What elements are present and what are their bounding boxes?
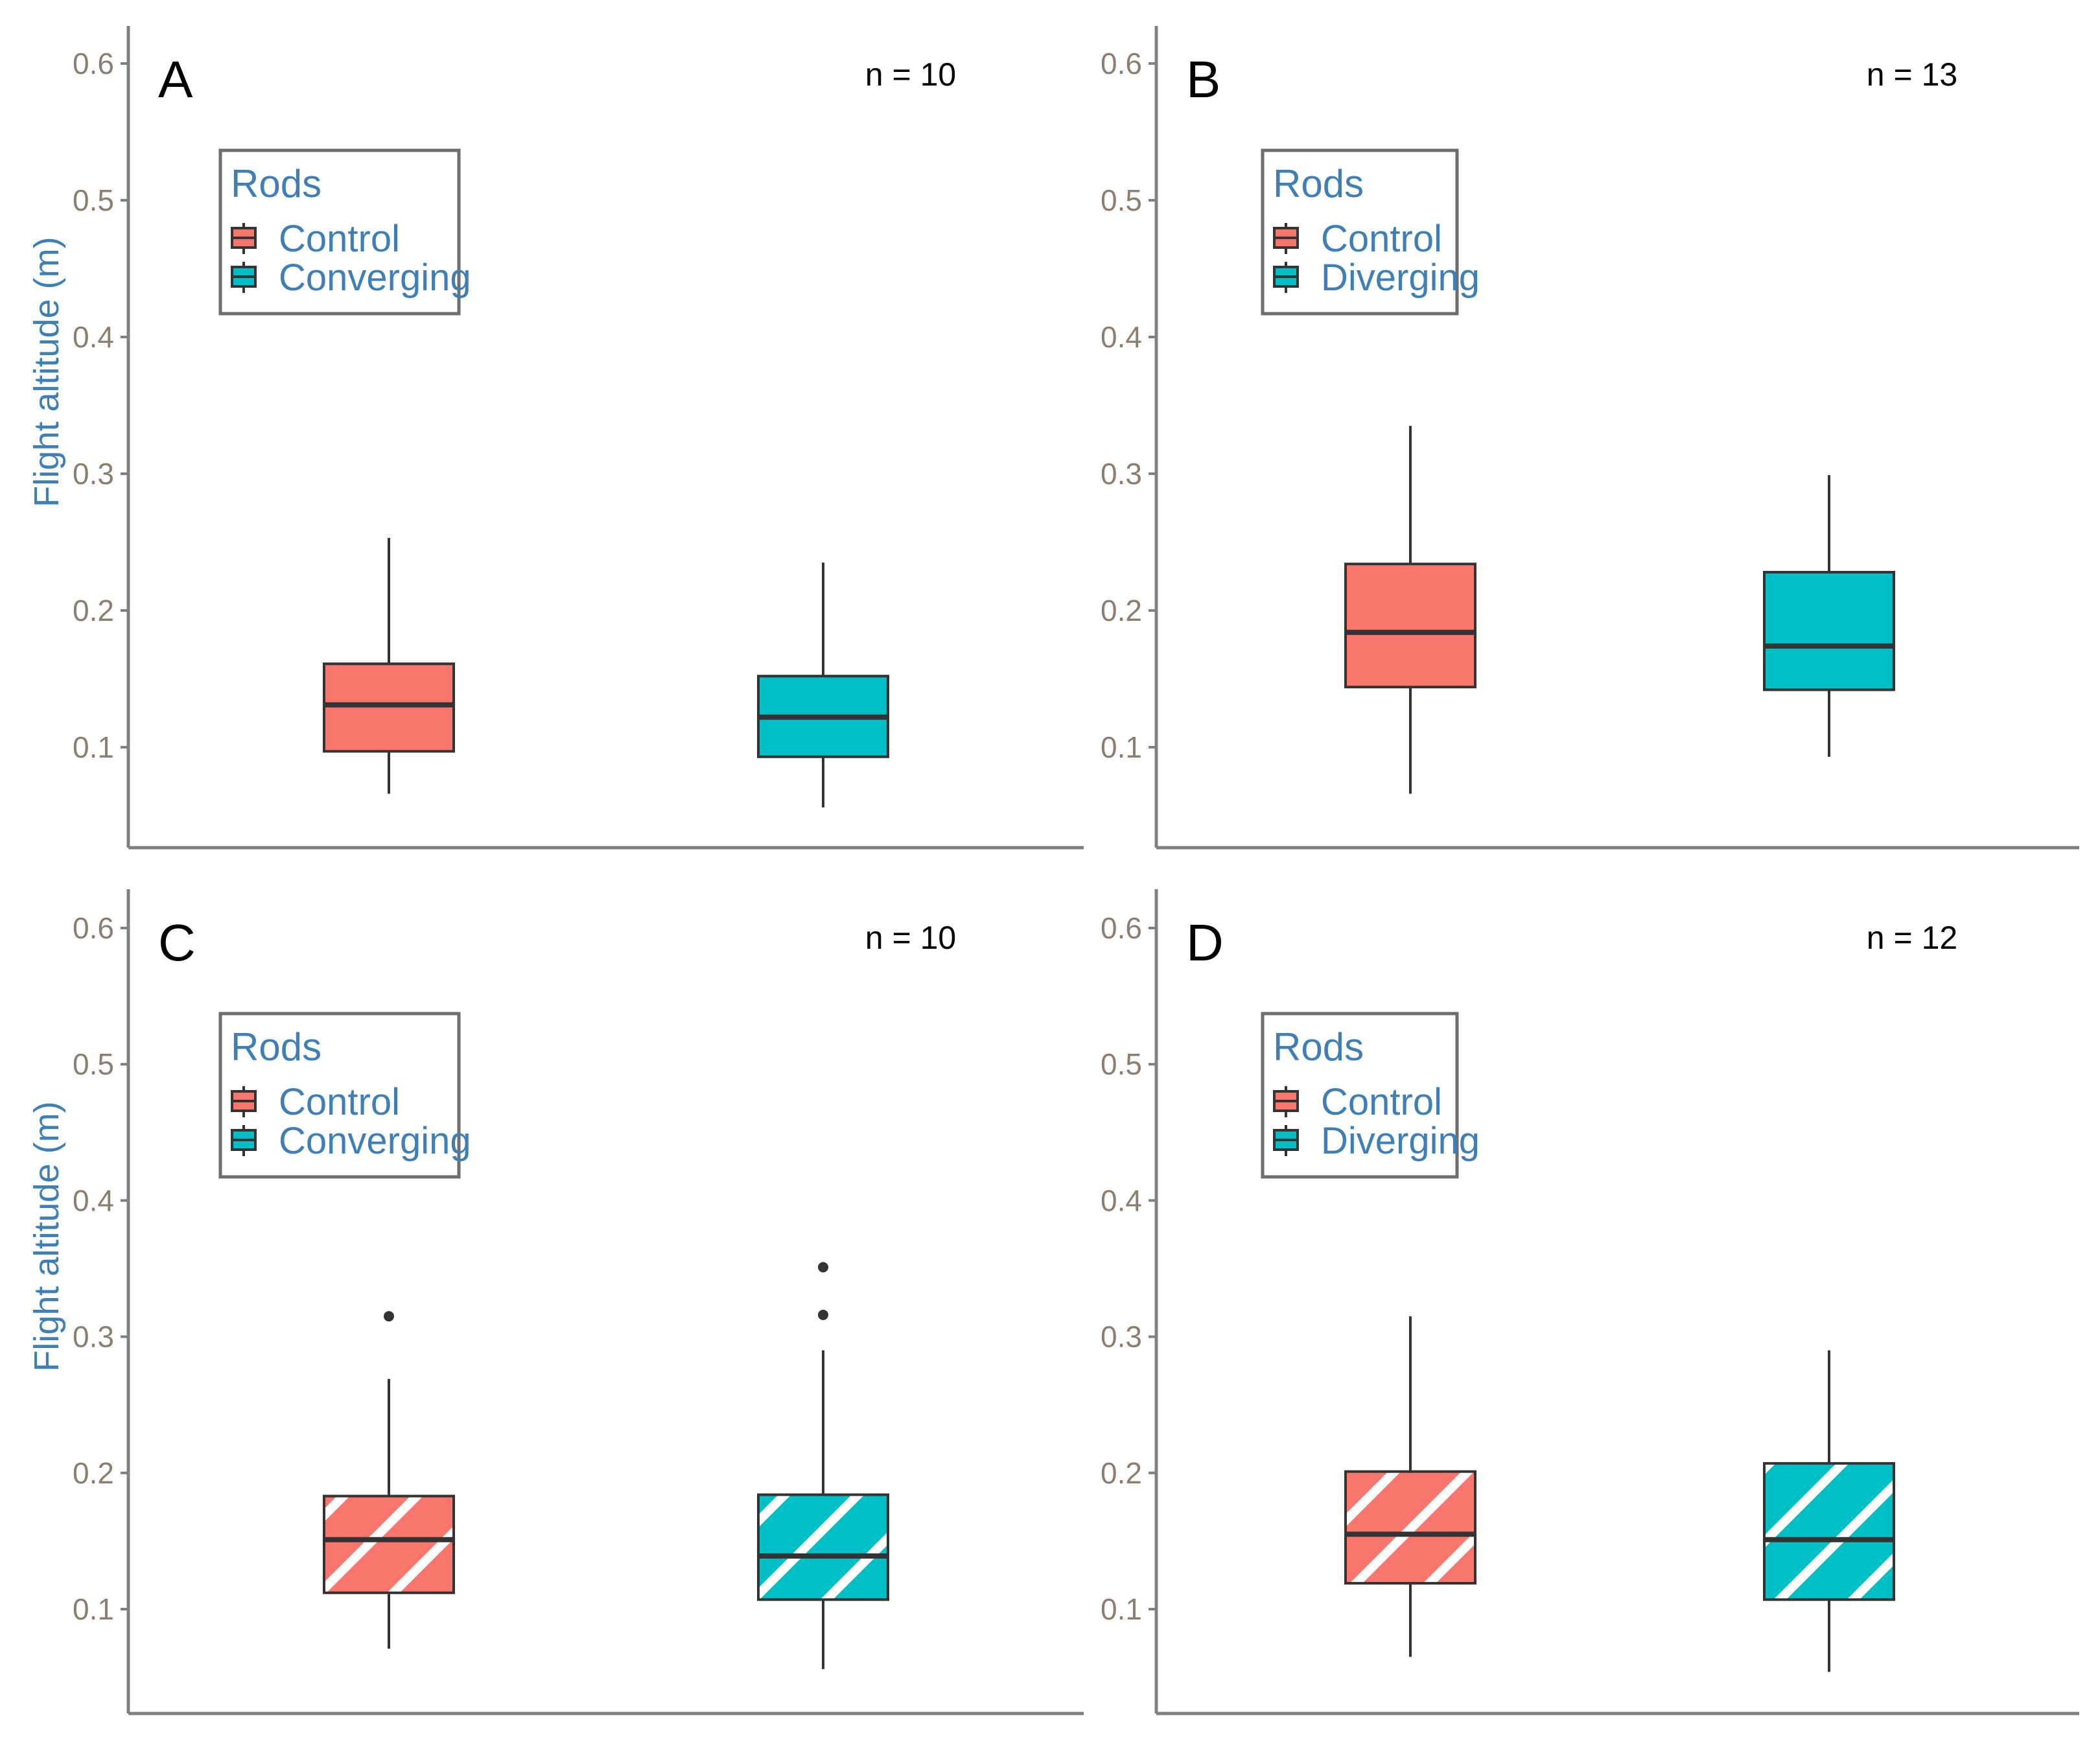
y-tick-label: 0.2 <box>73 1456 114 1490</box>
y-tick-label: 0.5 <box>73 1047 114 1081</box>
box-iqr <box>323 1494 455 1594</box>
y-tick-label: 0.2 <box>1101 594 1142 627</box>
y-tick-label: 0.3 <box>73 457 114 491</box>
box-converging <box>757 1262 889 1669</box>
y-tick-label: 0.1 <box>73 730 114 764</box>
y-tick-label: 0.4 <box>1101 1183 1142 1217</box>
y-tick-label: 0.3 <box>1101 457 1142 491</box>
y-tick-label: 0.6 <box>73 911 114 945</box>
box-control <box>323 1311 455 1649</box>
legend-title: Rods <box>231 162 321 205</box>
legend-title: Rods <box>231 1025 321 1069</box>
outlier-point <box>818 1309 828 1320</box>
panel-a: 0.1 0.2 0.3 0.4 0.5 0.6 Flight altitude (m) A n … <box>27 26 1084 850</box>
legend-frame <box>218 1012 461 1179</box>
y-tick-label: 0.6 <box>1101 47 1142 80</box>
box-iqr <box>1763 570 1895 691</box>
panel-letter: D <box>1186 914 1224 971</box>
y-tick-label: 0.5 <box>73 183 114 217</box>
y-tick-label: 0.6 <box>73 47 114 80</box>
n-label: n = 10 <box>865 920 956 956</box>
legend-label: Control <box>279 1081 400 1123</box>
box-iqr <box>757 1493 889 1601</box>
legend-label: Control <box>1321 218 1442 260</box>
panel-letter: C <box>158 914 196 971</box>
panels: 0.1 0.2 0.3 0.4 0.5 0.6 Flight altitude (m) A n … <box>27 26 2079 1715</box>
box-diverging <box>1763 475 1895 757</box>
panel-letter: B <box>1186 51 1220 108</box>
box-iqr <box>1763 1462 1895 1601</box>
n-label: n = 13 <box>1867 56 1957 93</box>
box-control <box>323 538 455 794</box>
legend-frame <box>218 148 461 316</box>
legend-label: Converging <box>279 1120 471 1162</box>
y-tick-label: 0.4 <box>73 320 114 354</box>
y-tick-label: 0.2 <box>1101 1456 1142 1490</box>
y-tick-label: 0.6 <box>1101 911 1142 945</box>
y-tick-label: 0.2 <box>73 594 114 627</box>
y-axis-title: Flight altitude (m) <box>27 1101 66 1371</box>
y-tick-label: 0.4 <box>73 1183 114 1217</box>
y-tick-label: 0.5 <box>1101 1047 1142 1081</box>
box-iqr <box>323 662 455 753</box>
panel-c: 0.1 0.2 0.3 0.4 0.5 0.6 Flight altitude (m) C n … <box>27 889 1084 1715</box>
legend-label: Control <box>279 218 400 260</box>
panel-letter: A <box>158 51 193 108</box>
box-diverging <box>1763 1350 1895 1672</box>
y-tick-label: 0.1 <box>73 1592 114 1626</box>
y-tick-label: 0.3 <box>73 1320 114 1354</box>
y-tick-label: 0.4 <box>1101 320 1142 354</box>
y-tick-label: 0.5 <box>1101 183 1142 217</box>
legend-label: Converging <box>279 257 471 299</box>
box-iqr <box>1344 563 1476 689</box>
y-tick-label: 0.3 <box>1101 1320 1142 1354</box>
legend-title: Rods <box>1273 1025 1364 1069</box>
y-tick-label: 0.1 <box>1101 1592 1142 1626</box>
box-control <box>1344 1316 1476 1657</box>
y-axis-title: Flight altitude (m) <box>27 237 66 507</box>
legend-label: Diverging <box>1321 257 1480 299</box>
box-iqr <box>1344 1470 1476 1585</box>
outlier-point <box>384 1311 394 1322</box>
legend-title: Rods <box>1273 162 1364 205</box>
legend-label: Diverging <box>1321 1120 1480 1162</box>
box-control <box>1344 426 1476 794</box>
legend-label: Control <box>1321 1081 1442 1123</box>
n-label: n = 10 <box>865 56 956 93</box>
n-label: n = 12 <box>1867 920 1957 956</box>
y-tick-label: 0.1 <box>1101 730 1142 764</box>
box-converging <box>757 563 889 807</box>
outlier-point <box>818 1262 828 1273</box>
